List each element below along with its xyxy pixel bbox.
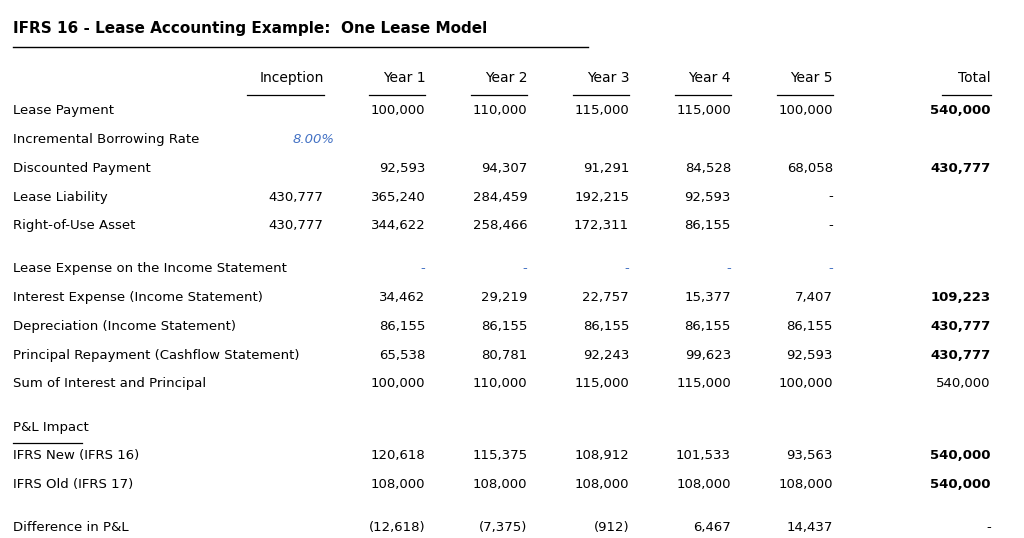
Text: 68,058: 68,058 bbox=[786, 162, 833, 175]
Text: -: - bbox=[828, 263, 833, 275]
Text: 430,777: 430,777 bbox=[931, 349, 990, 362]
Text: 65,538: 65,538 bbox=[379, 349, 425, 362]
Text: 115,375: 115,375 bbox=[472, 449, 527, 462]
Text: -: - bbox=[986, 521, 990, 534]
Text: 94,307: 94,307 bbox=[481, 162, 527, 175]
Text: 258,466: 258,466 bbox=[473, 220, 527, 232]
Text: Discounted Payment: Discounted Payment bbox=[13, 162, 151, 175]
Text: 14,437: 14,437 bbox=[786, 521, 833, 534]
Text: 22,757: 22,757 bbox=[583, 291, 629, 304]
Text: 108,000: 108,000 bbox=[371, 478, 425, 491]
Text: Lease Expense on the Income Statement: Lease Expense on the Income Statement bbox=[13, 263, 287, 275]
Text: 84,528: 84,528 bbox=[685, 162, 731, 175]
Text: -: - bbox=[625, 263, 629, 275]
Text: Lease Payment: Lease Payment bbox=[13, 104, 114, 117]
Text: Sum of Interest and Principal: Sum of Interest and Principal bbox=[13, 377, 206, 391]
Text: 540,000: 540,000 bbox=[930, 449, 990, 462]
Text: 108,000: 108,000 bbox=[778, 478, 833, 491]
Text: Depreciation (Income Statement): Depreciation (Income Statement) bbox=[13, 320, 236, 333]
Text: 100,000: 100,000 bbox=[371, 104, 425, 117]
Text: 115,000: 115,000 bbox=[574, 104, 629, 117]
Text: (912): (912) bbox=[594, 521, 629, 534]
Text: -: - bbox=[828, 190, 833, 203]
Text: Year 2: Year 2 bbox=[484, 72, 527, 86]
Text: 29,219: 29,219 bbox=[481, 291, 527, 304]
Text: 92,593: 92,593 bbox=[379, 162, 425, 175]
Text: 110,000: 110,000 bbox=[473, 377, 527, 391]
Text: 92,593: 92,593 bbox=[685, 190, 731, 203]
Text: 108,000: 108,000 bbox=[473, 478, 527, 491]
Text: 115,000: 115,000 bbox=[676, 104, 731, 117]
Text: -: - bbox=[726, 263, 731, 275]
Text: 172,311: 172,311 bbox=[574, 220, 629, 232]
Text: 86,155: 86,155 bbox=[379, 320, 425, 333]
Text: 108,912: 108,912 bbox=[574, 449, 629, 462]
Text: 99,623: 99,623 bbox=[685, 349, 731, 362]
Text: 540,000: 540,000 bbox=[936, 377, 990, 391]
Text: 100,000: 100,000 bbox=[371, 377, 425, 391]
Text: 7,407: 7,407 bbox=[795, 291, 833, 304]
Text: 8.00%: 8.00% bbox=[293, 133, 335, 146]
Text: 344,622: 344,622 bbox=[371, 220, 425, 232]
Text: 86,155: 86,155 bbox=[685, 320, 731, 333]
Text: IFRS Old (IFRS 17): IFRS Old (IFRS 17) bbox=[13, 478, 133, 491]
Text: Right-of-Use Asset: Right-of-Use Asset bbox=[13, 220, 135, 232]
Text: 86,155: 86,155 bbox=[481, 320, 527, 333]
Text: IFRS 16 - Lease Accounting Example:  One Lease Model: IFRS 16 - Lease Accounting Example: One … bbox=[13, 22, 487, 37]
Text: 120,618: 120,618 bbox=[371, 449, 425, 462]
Text: 92,593: 92,593 bbox=[786, 349, 833, 362]
Text: 93,563: 93,563 bbox=[786, 449, 833, 462]
Text: 108,000: 108,000 bbox=[677, 478, 731, 491]
Text: Interest Expense (Income Statement): Interest Expense (Income Statement) bbox=[13, 291, 263, 304]
Text: Difference in P&L: Difference in P&L bbox=[13, 521, 129, 534]
Text: 108,000: 108,000 bbox=[574, 478, 629, 491]
Text: Year 5: Year 5 bbox=[791, 72, 833, 86]
Text: -: - bbox=[828, 220, 833, 232]
Text: 100,000: 100,000 bbox=[778, 104, 833, 117]
Text: 430,777: 430,777 bbox=[268, 220, 324, 232]
Text: 365,240: 365,240 bbox=[371, 190, 425, 203]
Text: 15,377: 15,377 bbox=[684, 291, 731, 304]
Text: Year 4: Year 4 bbox=[688, 72, 731, 86]
Text: Year 1: Year 1 bbox=[383, 72, 425, 86]
Text: 100,000: 100,000 bbox=[778, 377, 833, 391]
Text: 430,777: 430,777 bbox=[268, 190, 324, 203]
Text: 110,000: 110,000 bbox=[473, 104, 527, 117]
Text: Principal Repayment (Cashflow Statement): Principal Repayment (Cashflow Statement) bbox=[13, 349, 299, 362]
Text: Incremental Borrowing Rate: Incremental Borrowing Rate bbox=[13, 133, 200, 146]
Text: 284,459: 284,459 bbox=[473, 190, 527, 203]
Text: 430,777: 430,777 bbox=[931, 320, 990, 333]
Text: 86,155: 86,155 bbox=[685, 220, 731, 232]
Text: Inception: Inception bbox=[259, 72, 324, 86]
Text: (7,375): (7,375) bbox=[479, 521, 527, 534]
Text: P&L Impact: P&L Impact bbox=[13, 421, 89, 434]
Text: 115,000: 115,000 bbox=[676, 377, 731, 391]
Text: -: - bbox=[522, 263, 527, 275]
Text: Year 3: Year 3 bbox=[587, 72, 629, 86]
Text: 430,777: 430,777 bbox=[931, 162, 990, 175]
Text: Total: Total bbox=[958, 72, 990, 86]
Text: 540,000: 540,000 bbox=[930, 478, 990, 491]
Text: 92,243: 92,243 bbox=[583, 349, 629, 362]
Text: 86,155: 86,155 bbox=[786, 320, 833, 333]
Text: (12,618): (12,618) bbox=[369, 521, 425, 534]
Text: 540,000: 540,000 bbox=[930, 104, 990, 117]
Text: 101,533: 101,533 bbox=[676, 449, 731, 462]
Text: 115,000: 115,000 bbox=[574, 377, 629, 391]
Text: -: - bbox=[421, 263, 425, 275]
Text: Lease Liability: Lease Liability bbox=[13, 190, 108, 203]
Text: 6,467: 6,467 bbox=[693, 521, 731, 534]
Text: IFRS New (IFRS 16): IFRS New (IFRS 16) bbox=[13, 449, 139, 462]
Text: 86,155: 86,155 bbox=[583, 320, 629, 333]
Text: 34,462: 34,462 bbox=[379, 291, 425, 304]
Text: 91,291: 91,291 bbox=[583, 162, 629, 175]
Text: 192,215: 192,215 bbox=[574, 190, 629, 203]
Text: 109,223: 109,223 bbox=[931, 291, 990, 304]
Text: 80,781: 80,781 bbox=[481, 349, 527, 362]
